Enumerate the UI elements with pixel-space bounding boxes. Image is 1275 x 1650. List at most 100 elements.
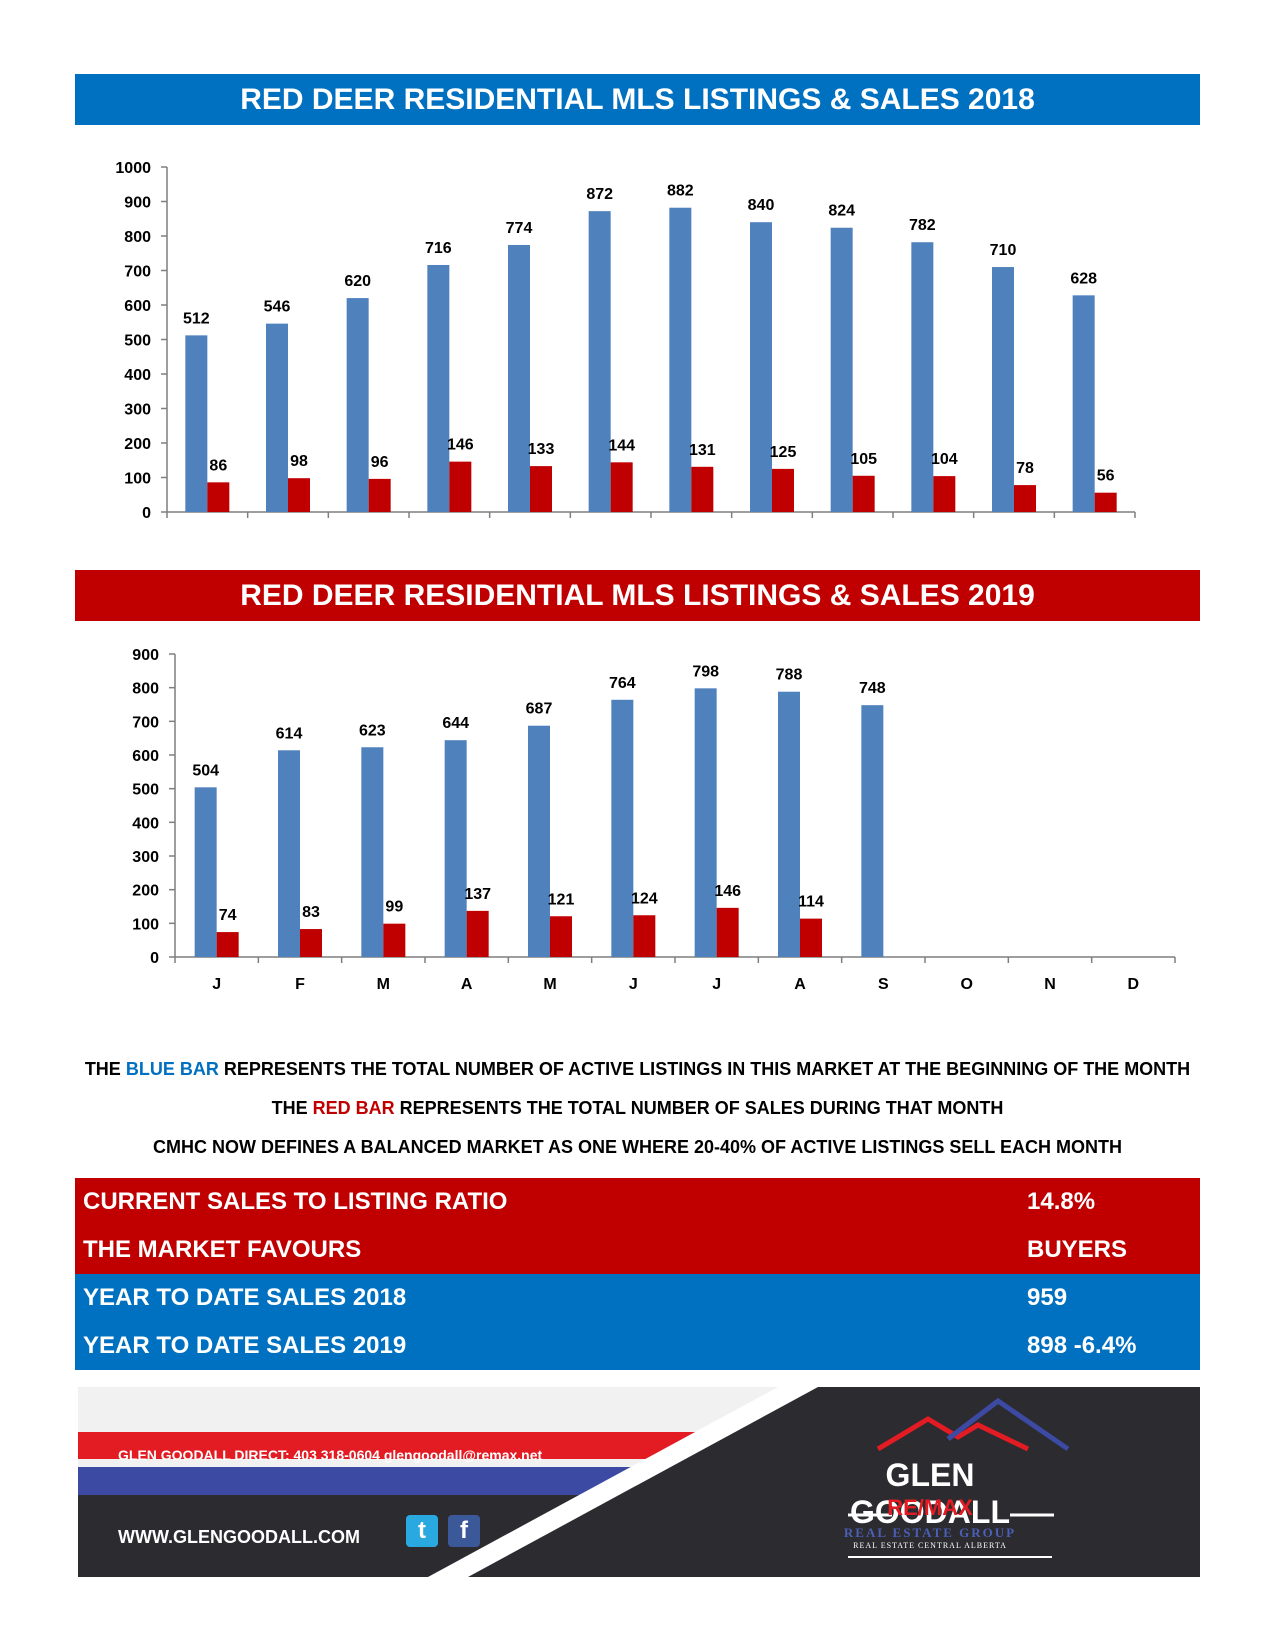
sales-bar	[449, 461, 472, 512]
x-tick-label: D	[1128, 976, 1140, 993]
y-tick-label: 700	[132, 714, 159, 731]
blue-note-suffix: REPRESENTS THE TOTAL NUMBER OF ACTIVE LI…	[218, 1059, 1191, 1079]
x-tick-label: J	[212, 976, 221, 993]
stat-row-ytd-2019: YEAR TO DATE SALES 2019 898 -6.4%	[75, 1322, 1200, 1370]
stat-value: 898 -6.4%	[1027, 1332, 1137, 1359]
x-tick-label: J	[629, 976, 638, 993]
listings-bar	[346, 298, 369, 512]
twitter-icon[interactable]: t	[406, 1515, 438, 1547]
brand-group: REAL ESTATE GROUP	[843, 1525, 1017, 1540]
sales-bar	[716, 907, 739, 957]
stat-label: YEAR TO DATE SALES 2018	[83, 1284, 407, 1311]
sales-data-label: 114	[798, 894, 824, 911]
y-tick-label: 200	[124, 436, 151, 453]
listings-bar	[830, 227, 853, 512]
y-tick-label: 200	[132, 883, 159, 900]
blue-note-prefix: THE	[84, 1059, 126, 1079]
sales-data-label: 146	[447, 437, 474, 454]
x-tick-label: N	[1044, 976, 1056, 993]
chart-2019: 0 100 200 300 400 500 600 700 800 900 J 504 74 F 614 83…	[132, 647, 1176, 993]
sales-data-label: 137	[464, 886, 491, 903]
listings-bar	[266, 323, 288, 512]
sales-bar	[368, 478, 391, 512]
sales-data-label: 144	[608, 437, 635, 454]
y-tick-label: 700	[124, 264, 151, 281]
sales-bar	[530, 466, 552, 512]
listings-bar	[361, 747, 384, 957]
listings-bar	[185, 335, 208, 512]
listings-bar	[427, 264, 450, 512]
sales-data-label: 125	[770, 444, 797, 461]
sales-bar	[550, 916, 572, 957]
stat-row-market: THE MARKET FAVOURS BUYERS	[75, 1226, 1200, 1274]
website-link[interactable]: WWW.GLENGOODALL.COM	[118, 1527, 360, 1547]
chart-title-2019: RED DEER RESIDENTIAL MLS LISTINGS & SALE…	[75, 570, 1200, 621]
sales-data-label: 133	[528, 441, 555, 458]
sales-data-label: 83	[302, 904, 320, 921]
stat-value: 959	[1027, 1284, 1068, 1311]
listings-data-label: 824	[828, 203, 855, 220]
y-tick-label: 600	[124, 298, 151, 315]
stat-label: YEAR TO DATE SALES 2019	[83, 1332, 407, 1359]
sales-bar	[207, 482, 230, 512]
listings-data-label: 774	[506, 220, 533, 237]
y-tick-label: 800	[124, 229, 151, 246]
listings-bar	[992, 267, 1014, 512]
sales-bar	[1094, 492, 1117, 512]
sales-bar	[772, 468, 794, 512]
sales-bar	[216, 932, 239, 957]
cmhc-note: CMHC NOW DEFINES A BALANCED MARKET AS ON…	[152, 1137, 1123, 1157]
listings-bar	[528, 725, 550, 957]
listings-data-label: 623	[359, 722, 386, 739]
sales-data-label: 86	[209, 457, 227, 474]
listings-data-label: 614	[276, 725, 303, 742]
red-note-suffix: REPRESENTS THE TOTAL NUMBER OF SALES DUR…	[394, 1098, 1004, 1118]
sales-data-label: 98	[290, 453, 308, 470]
y-tick-label: 1000	[115, 160, 151, 177]
listings-bar	[508, 244, 530, 512]
sales-data-label: 131	[689, 442, 716, 459]
sales-data-label: 99	[385, 899, 403, 916]
x-tick-label: M	[377, 976, 390, 993]
brand-subtitle: REAL ESTATE CENTRAL ALBERTA	[853, 1541, 1007, 1550]
sales-data-label: 105	[850, 451, 877, 468]
y-tick-label: 100	[124, 471, 151, 488]
listings-data-label: 872	[586, 186, 613, 203]
stat-row-ratio: CURRENT SALES TO LISTING RATIO 14.8%	[75, 1178, 1200, 1226]
listings-data-label: 798	[692, 663, 719, 680]
sales-bar	[288, 478, 310, 512]
remax-logo-text: RE/MAX	[887, 1495, 973, 1520]
chart-2018: 01002003004005006007008009001000J51286F5…	[115, 160, 1136, 522]
listings-bar	[694, 688, 717, 957]
y-tick-label: 500	[132, 782, 159, 799]
x-tick-label: A	[794, 976, 806, 993]
sales-data-label: 74	[219, 907, 237, 924]
listings-data-label: 644	[442, 715, 469, 732]
listings-data-label: 782	[909, 217, 936, 234]
sales-bar	[466, 910, 489, 957]
sales-data-label: 56	[1097, 468, 1115, 485]
listings-data-label: 546	[264, 299, 291, 316]
x-tick-label: M	[543, 976, 556, 993]
y-tick-label: 0	[150, 950, 159, 967]
listings-bar	[669, 207, 692, 512]
sales-bar	[852, 475, 875, 512]
footer-banner: GLEN GOODALL DIRECT: 403 318-0604 glengo…	[78, 1387, 1200, 1577]
listings-data-label: 840	[748, 197, 775, 214]
blue-bar-note: THE BLUE BAR REPRESENTS THE TOTAL NUMBER…	[0, 1059, 1275, 1080]
sales-data-label: 96	[371, 454, 389, 471]
facebook-icon[interactable]: f	[448, 1515, 480, 1547]
chart-title-2018: RED DEER RESIDENTIAL MLS LISTINGS & SALE…	[75, 74, 1200, 125]
sales-bar	[633, 915, 656, 957]
listings-bar	[194, 787, 217, 957]
listings-data-label: 620	[344, 273, 371, 290]
listings-data-label: 748	[859, 680, 886, 697]
brand-name: GLEN GOODALL	[850, 1457, 1010, 1530]
sales-bar	[800, 918, 822, 957]
listings-bar	[444, 740, 467, 957]
listings-data-label: 512	[183, 310, 210, 327]
red-note-prefix: THE	[271, 1098, 313, 1118]
stat-value: BUYERS	[1027, 1236, 1128, 1263]
listings-bar	[911, 242, 934, 512]
sales-data-label: 121	[548, 891, 575, 908]
